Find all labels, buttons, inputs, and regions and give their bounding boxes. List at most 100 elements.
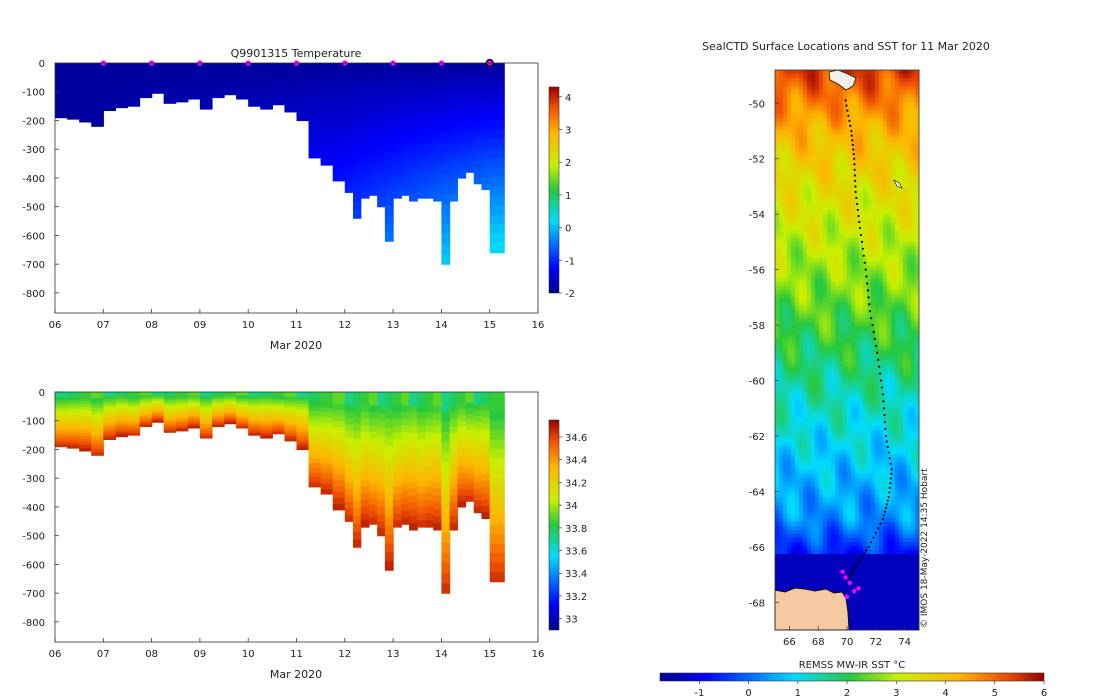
sst-cell xyxy=(827,182,832,187)
sst-cell xyxy=(891,370,896,375)
section-cell xyxy=(308,467,322,474)
sst-cell xyxy=(915,226,920,231)
section-cell xyxy=(127,63,141,66)
sst-cell xyxy=(827,214,832,219)
sst-cell xyxy=(835,294,840,299)
sst-cell xyxy=(839,358,844,363)
sst-cell xyxy=(847,402,852,407)
x-tick-label: 09 xyxy=(194,649,207,660)
sst-cell xyxy=(811,270,816,275)
section-cell xyxy=(433,76,442,85)
section-cell xyxy=(360,432,370,440)
section-cell xyxy=(320,144,334,151)
sst-cell xyxy=(843,154,848,159)
sst-cell xyxy=(823,330,828,335)
sst-cell xyxy=(867,166,872,171)
section-cell xyxy=(481,113,491,121)
sst-cell xyxy=(891,146,896,151)
section-cell xyxy=(417,513,427,521)
section-cell xyxy=(353,156,362,165)
sst-cell xyxy=(791,358,796,363)
section-cell xyxy=(344,172,354,180)
section-cell xyxy=(260,433,273,437)
sst-cell xyxy=(915,326,920,331)
section-cell xyxy=(151,63,165,66)
section-cell xyxy=(481,94,491,102)
sst-cell xyxy=(883,346,888,351)
sst-cell xyxy=(779,82,784,87)
section-cell xyxy=(296,435,310,439)
section-cell xyxy=(260,76,273,80)
section-cell xyxy=(79,409,92,414)
section-cell xyxy=(417,412,427,420)
sst-cell xyxy=(871,250,876,255)
sst-cell xyxy=(775,118,780,123)
section-cell xyxy=(481,170,491,178)
sst-cell xyxy=(811,210,816,215)
section-cell xyxy=(272,67,286,70)
sst-cell xyxy=(803,114,808,119)
section-cell xyxy=(224,406,237,409)
section-cell xyxy=(401,484,410,492)
sst-cell xyxy=(827,142,832,147)
sst-cell xyxy=(879,150,884,155)
sst-cell xyxy=(863,254,868,259)
section-cell xyxy=(187,420,201,424)
section-cell xyxy=(433,173,442,181)
sst-cell xyxy=(811,322,816,327)
sst-cell xyxy=(815,114,820,119)
sst-cell xyxy=(863,238,868,243)
sst-cell xyxy=(847,370,852,375)
section-cell xyxy=(344,95,354,103)
section-cell xyxy=(409,173,418,181)
section-cell xyxy=(433,97,442,105)
sst-cell xyxy=(843,202,848,207)
sst-cell xyxy=(795,126,800,131)
sst-cell xyxy=(851,162,856,167)
sst-cell xyxy=(851,154,856,159)
section-cell xyxy=(163,418,177,421)
section-cell xyxy=(368,458,378,466)
section-cell xyxy=(248,430,261,434)
sst-cell xyxy=(799,338,804,343)
sst-cell xyxy=(843,254,848,259)
sst-cell xyxy=(899,82,904,87)
sst-cell xyxy=(835,254,840,259)
section-cell xyxy=(384,436,394,447)
section-cell xyxy=(409,460,418,469)
sst-cell xyxy=(811,294,816,299)
sst-cell xyxy=(819,246,824,251)
sst-cell xyxy=(823,266,828,271)
section-cell xyxy=(368,155,378,163)
section-cell xyxy=(296,394,310,399)
section-cell xyxy=(211,409,225,412)
section-cell xyxy=(332,474,346,481)
sst-cell xyxy=(775,254,780,259)
sst-cell xyxy=(775,162,780,167)
section-cell xyxy=(127,73,141,77)
sst-cell xyxy=(827,242,832,247)
section-cell xyxy=(163,81,177,84)
sst-cell xyxy=(811,274,816,279)
y-tick-label: -200 xyxy=(22,445,45,456)
section-cell xyxy=(449,398,458,407)
section-cell xyxy=(409,187,418,195)
sst-cell xyxy=(871,386,876,391)
sst-cell xyxy=(827,290,832,295)
sst-cell xyxy=(911,90,916,95)
section-cell xyxy=(211,417,225,421)
section-cell xyxy=(260,431,273,434)
sst-cell xyxy=(907,366,912,371)
section-cell xyxy=(320,154,334,161)
sst-cell xyxy=(847,362,852,367)
sst-cell xyxy=(831,142,836,147)
sst-cell xyxy=(911,154,916,159)
sst-cell xyxy=(879,102,884,107)
section-cell xyxy=(353,516,362,525)
sst-cell xyxy=(807,266,812,271)
section-cell xyxy=(248,426,261,430)
section-cell xyxy=(465,413,475,420)
sst-cell xyxy=(803,102,808,107)
sst-cell xyxy=(835,314,840,319)
sst-cell xyxy=(899,230,904,235)
